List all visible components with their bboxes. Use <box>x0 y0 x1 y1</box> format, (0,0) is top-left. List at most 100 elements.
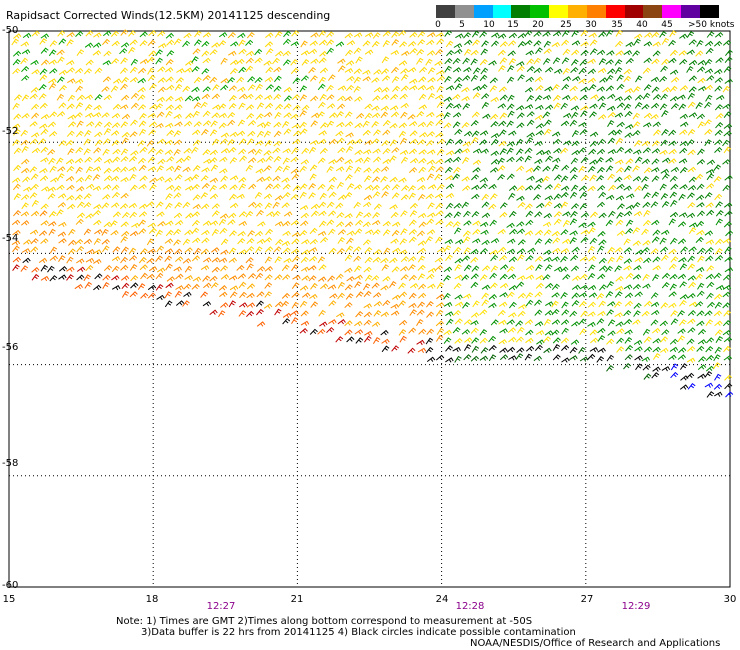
wind-barb <box>191 129 201 135</box>
wind-barb <box>687 149 696 156</box>
wind-barb <box>714 85 723 92</box>
wind-barb <box>174 104 183 111</box>
wind-barb <box>623 318 633 325</box>
wind-barb <box>102 30 112 37</box>
wind-barb <box>363 194 373 201</box>
wind-barb <box>49 275 58 282</box>
wind-barb <box>76 94 85 101</box>
wind-barb <box>461 274 470 281</box>
wind-barb <box>93 104 102 111</box>
wind-barb <box>560 319 570 325</box>
wind-barb <box>138 211 148 218</box>
wind-barb <box>698 356 707 363</box>
wind-barb <box>516 112 525 119</box>
wind-barb <box>182 166 191 173</box>
wind-barb <box>652 50 661 57</box>
wind-barb <box>660 168 670 174</box>
wind-barb <box>661 128 669 136</box>
wind-barb <box>156 294 165 301</box>
wind-barb <box>443 337 452 344</box>
wind-barb <box>615 137 624 145</box>
wind-barb <box>408 236 417 243</box>
wind-barb <box>669 30 677 38</box>
wind-barb <box>479 329 488 336</box>
wind-barb <box>543 318 552 326</box>
wind-barb <box>119 203 129 210</box>
wind-barb <box>67 148 75 155</box>
wind-barb <box>624 300 633 307</box>
wind-barb <box>247 230 255 237</box>
wind-barb <box>508 312 517 318</box>
wind-barb <box>560 255 568 263</box>
wind-barb <box>623 247 632 253</box>
wind-barb <box>174 256 184 262</box>
wind-barb <box>516 185 525 192</box>
wind-barb <box>238 102 246 110</box>
wind-barb <box>238 211 247 218</box>
wind-barb <box>455 239 464 245</box>
wind-barb <box>713 175 722 183</box>
wind-barb <box>337 65 346 72</box>
wind-barb <box>506 120 514 128</box>
wind-barb <box>587 185 596 192</box>
wind-barb <box>526 65 535 72</box>
wind-barb <box>291 231 301 238</box>
wind-barb <box>120 236 128 243</box>
wind-barb <box>318 39 328 46</box>
wind-barb <box>624 110 633 118</box>
wind-barb <box>137 67 147 74</box>
wind-barb <box>481 40 489 47</box>
wind-barb <box>669 96 679 102</box>
wind-barb <box>445 183 455 189</box>
wind-barb <box>263 237 273 243</box>
wind-barb <box>363 201 372 207</box>
wind-barb <box>139 203 148 209</box>
wind-barb <box>560 147 569 154</box>
wind-barb <box>587 284 597 291</box>
wind-barb <box>489 193 498 200</box>
wind-barb <box>94 67 103 74</box>
wind-barb <box>516 195 525 201</box>
wind-barb <box>75 176 85 183</box>
wind-barb <box>679 294 689 300</box>
wind-barb <box>417 121 427 128</box>
wind-barb <box>605 157 614 163</box>
wind-barb <box>634 139 642 147</box>
wind-barb <box>103 167 112 174</box>
wind-barb <box>443 301 453 308</box>
wind-barb <box>301 275 310 281</box>
wind-barb <box>634 33 643 39</box>
wind-barb <box>695 301 704 308</box>
wind-barb <box>200 248 209 255</box>
wind-barb <box>525 337 534 344</box>
wind-barb <box>615 195 625 201</box>
wind-barb <box>183 155 192 162</box>
wind-barb <box>291 255 300 263</box>
wind-barb <box>265 66 274 74</box>
wind-barb <box>587 311 596 317</box>
wind-barb <box>175 285 184 291</box>
wind-barb <box>551 256 560 262</box>
wind-barb <box>254 148 263 156</box>
wind-barb <box>453 202 462 209</box>
wind-barb <box>228 247 237 255</box>
wind-barb <box>211 138 220 146</box>
wind-barb <box>256 102 265 110</box>
wind-barb <box>616 102 625 109</box>
wind-barb <box>120 42 130 48</box>
wind-barb <box>103 264 113 272</box>
wind-barb <box>490 133 500 139</box>
wind-barb <box>507 238 516 244</box>
wind-barb <box>506 147 514 155</box>
wind-barb <box>353 47 362 55</box>
wind-barb <box>165 58 174 66</box>
wind-barb <box>470 327 479 334</box>
wind-barb <box>328 138 338 145</box>
wind-barb <box>452 121 461 128</box>
wind-barb <box>507 327 516 334</box>
wind-barb <box>426 328 435 336</box>
wind-barb <box>372 191 381 198</box>
wind-barb <box>120 57 128 65</box>
wind-barb <box>587 58 596 64</box>
wind-barb <box>479 58 488 66</box>
